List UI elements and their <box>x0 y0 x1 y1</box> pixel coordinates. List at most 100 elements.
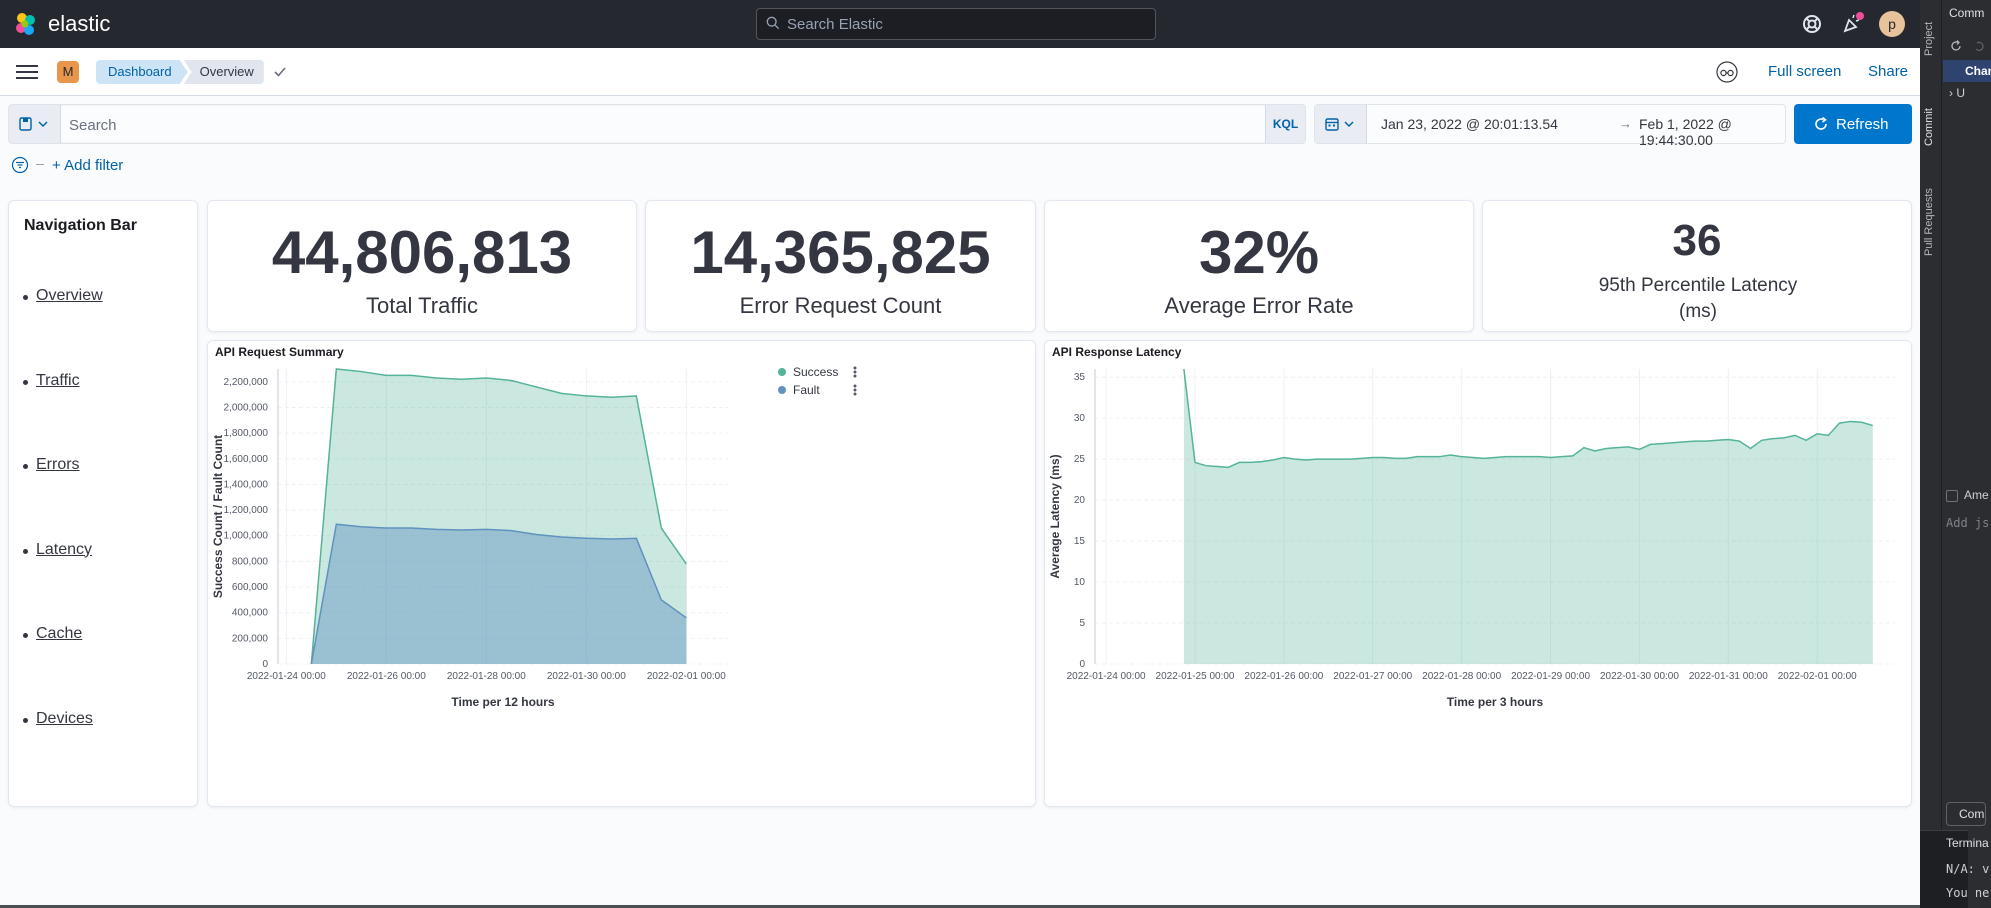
y-tick-label: 10 <box>1074 577 1086 588</box>
nav-link-devices[interactable]: Devices <box>36 709 93 727</box>
x-axis-title: Time per 3 hours <box>1447 695 1544 709</box>
query-language-button[interactable]: KQL <box>1265 105 1305 143</box>
query-search-input[interactable] <box>69 114 1269 136</box>
nav-link-overview[interactable]: Overview <box>36 287 103 304</box>
terminal-title[interactable]: Termina <box>1946 836 1989 850</box>
breadcrumb-dashboard[interactable]: Dashboard <box>96 60 188 84</box>
ide-tree-row-label: U <box>1956 86 1966 100</box>
ide-tool-tabs: Project Commit Pull Requests <box>1920 0 1942 908</box>
api-response-latency-panel: 0 5 10 15 20 25 30 35 2022-01-24 00:00 2022-01-25… <box>1044 340 1912 807</box>
newsfeed-button[interactable] <box>1840 12 1864 36</box>
legend-menu-icon <box>853 388 857 392</box>
metric-label: Average Error Rate <box>1164 293 1354 318</box>
nav-link-latency[interactable]: Latency <box>36 540 93 558</box>
glasses-icon[interactable] <box>1716 61 1738 83</box>
legend-menu-icon <box>853 384 857 388</box>
legend-menu-icon <box>853 374 857 378</box>
legend-menu-icon <box>853 366 857 370</box>
y-tick-label: 600,000 <box>232 582 269 593</box>
nav-link-cache[interactable]: Cache <box>36 625 83 642</box>
metric-label: Error Request Count <box>739 293 942 318</box>
filter-icon[interactable] <box>11 156 29 174</box>
quick-select-button[interactable] <box>1315 105 1367 143</box>
terminal-line: N/A: v <box>1946 862 1990 876</box>
query-bar: KQL <box>8 104 1306 144</box>
ide-pane-title: Comm <box>1949 6 1985 20</box>
help-icon[interactable] <box>1800 12 1824 36</box>
newsfeed-icon <box>1843 14 1860 33</box>
y-axis-title: Average Latency (ms) <box>1048 454 1062 578</box>
chart-title: API Request Summary <box>215 345 344 359</box>
share-button[interactable]: Share <box>1868 63 1909 80</box>
y-tick-label: 1,600,000 <box>224 454 269 465</box>
nav-link-traffic[interactable]: Traffic <box>36 371 80 389</box>
terminal-line: You ne <box>1946 886 1990 900</box>
y-tick-label: 0 <box>1079 659 1085 670</box>
space-avatar[interactable]: M <box>57 61 79 83</box>
x-tick-label: 2022-01-30 00:00 <box>547 671 626 682</box>
y-tick-label: 800,000 <box>232 556 269 567</box>
breadcrumb-overview: Overview <box>183 60 264 84</box>
time-picker: Jan 23, 2022 @ 20:01:13.54 → Feb 1, 2022… <box>1314 104 1786 148</box>
metric-value: 44,806,813 <box>271 219 573 286</box>
navigation-panel: Navigation Bar Overview Traffic Errors L… <box>8 200 198 807</box>
global-search[interactable] <box>756 8 1156 40</box>
series-area-fault <box>311 524 687 664</box>
full-screen-button[interactable]: Full screen <box>1768 63 1842 80</box>
elastic-logo-icon[interactable] <box>14 12 38 36</box>
user-avatar[interactable]: p <box>1879 11 1905 37</box>
legend-swatch-fault <box>778 386 786 394</box>
series-line-success <box>310 368 687 665</box>
amend-checkbox[interactable] <box>1946 490 1958 502</box>
ide-tree-row[interactable]: › U <box>1949 86 1965 100</box>
saved-query-button[interactable] <box>9 105 61 143</box>
x-tick-label: 2022-01-29 00:00 <box>1511 671 1590 682</box>
metric-value: 14,365,825 <box>690 219 991 286</box>
x-axis-title: Time per 12 hours <box>451 695 554 709</box>
metric-value: 36 <box>1672 216 1722 265</box>
legend-label-fault: Fault <box>793 383 820 397</box>
series-area-success <box>311 369 687 664</box>
commit-button[interactable]: Comm <box>1946 802 1986 826</box>
commit-message-input[interactable]: Add js <box>1946 516 1990 530</box>
api-response-latency-chart: 0 5 10 15 20 25 30 35 2022-01-24 00:00 2022-01-25… <box>1048 368 1895 709</box>
x-tick-label: 2022-01-26 00:00 <box>347 671 426 682</box>
x-tick-label: 2022-01-27 00:00 <box>1333 671 1412 682</box>
y-tick-label: 20 <box>1074 495 1086 506</box>
start-date[interactable]: Jan 23, 2022 @ 20:01:13.54 <box>1381 116 1558 132</box>
menu-icon[interactable] <box>16 62 38 82</box>
check-icon[interactable] <box>273 65 287 79</box>
tab-pull-requests[interactable]: Pull Requests <box>1923 188 1935 256</box>
y-tick-label: 200,000 <box>232 633 269 644</box>
legend-menu-icon <box>853 392 857 396</box>
brand-name[interactable]: elastic <box>48 11 111 36</box>
global-search-input[interactable] <box>787 13 1147 35</box>
metric-95th-percentile-latency: 36 95th Percentile Latency (ms) <box>1482 200 1912 332</box>
breadcrumb-bar: M Dashboard Overview Full screen Share <box>0 48 1920 96</box>
y-tick-label: 2,200,000 <box>224 377 269 388</box>
y-tick-label: 30 <box>1074 413 1086 424</box>
refresh-icon[interactable] <box>1949 38 1989 54</box>
x-tick-label: 2022-02-01 00:00 <box>647 671 726 682</box>
chart-title: API Response Latency <box>1052 345 1182 359</box>
chevron-right-icon: › <box>1949 86 1953 100</box>
y-tick-label: 1,800,000 <box>224 428 269 439</box>
end-date[interactable]: Feb 1, 2022 @ 19:44:30.00 <box>1639 116 1732 148</box>
legend-label-success: Success <box>793 365 838 379</box>
global-header: elastic p <box>0 0 1920 48</box>
y-tick-label: 0 <box>262 659 268 670</box>
notification-badge <box>1856 12 1864 20</box>
tab-project[interactable]: Project <box>1923 21 1935 56</box>
x-tick-label: 2022-02-01 00:00 <box>1778 671 1857 682</box>
legend-menu-icon <box>853 370 857 374</box>
ide-side-panel: Project Commit Pull Requests Comm Chan ›… <box>1920 0 1991 908</box>
ide-changes-header[interactable]: Chan <box>1943 60 1991 82</box>
tab-commit[interactable]: Commit <box>1923 108 1935 146</box>
nav-link-errors[interactable]: Errors <box>36 456 80 473</box>
search-icon <box>766 16 780 30</box>
refresh-button[interactable]: Refresh <box>1794 104 1912 144</box>
metric-average-error-rate: 32% Average Error Rate <box>1044 200 1474 332</box>
add-filter-button[interactable]: + Add filter <box>52 157 124 174</box>
calendar-icon <box>1325 118 1354 131</box>
refresh-label: Refresh <box>1836 116 1889 133</box>
